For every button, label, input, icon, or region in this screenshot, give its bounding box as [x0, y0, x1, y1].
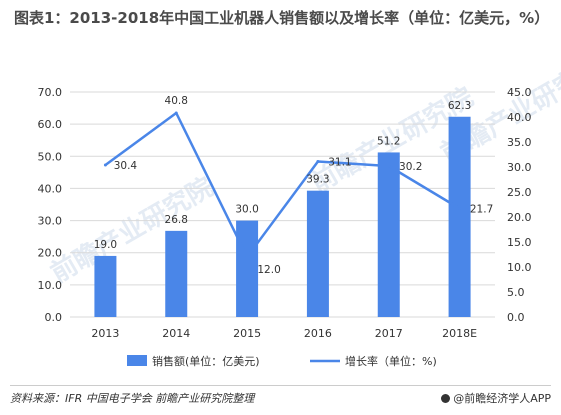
x-tick-label: 2017: [375, 327, 403, 340]
chart: 0.0 10.0 20.0 30.0 40.0 50.0 60.0 70.0 0.0 5.0 10.…: [38, 86, 532, 368]
bar-value-label: 62.3: [448, 100, 471, 112]
bar-value-label: 39.3: [306, 174, 329, 186]
x-tick-label: 2014: [162, 327, 190, 340]
y-right-tick-label: 35.0: [507, 136, 532, 149]
y-right-tick-label: 25.0: [507, 186, 532, 199]
footer-divider: [10, 385, 551, 386]
growth-point: [174, 111, 178, 115]
x-tick-label: 2016: [304, 327, 332, 340]
line-value-label: 30.2: [399, 161, 422, 173]
y-left-tick-label: 40.0: [38, 182, 63, 195]
line-value-label: 30.4: [114, 160, 138, 172]
bar: [306, 190, 329, 317]
y-left-tick-label: 70.0: [38, 86, 63, 99]
y-right-tick-label: 20.0: [507, 211, 532, 224]
bar: [377, 152, 400, 317]
bar-value-label: 19.0: [94, 239, 117, 251]
y-right-tick-label: 10.0: [507, 261, 532, 274]
line-value-label: 21.7: [470, 204, 493, 216]
y-left-tick-label: 30.0: [38, 215, 63, 228]
growth-line: [104, 111, 461, 259]
x-tick-label: 2018E: [442, 327, 477, 340]
y-right-tick-label: 15.0: [507, 236, 532, 249]
y-left-tick-label: 50.0: [38, 150, 63, 163]
bar-value-label: 26.8: [165, 214, 188, 226]
growth-point: [316, 160, 320, 163]
bar: [448, 116, 471, 317]
bar: [236, 220, 259, 317]
legend-bar-label: 销售额(单位：亿美元): [152, 354, 260, 368]
y-right-tick-label: 40.0: [507, 111, 532, 124]
legend-bar-swatch: [127, 355, 147, 366]
growth-point: [458, 207, 462, 210]
bar: [94, 255, 117, 317]
y-left-tick-label: 60.0: [38, 118, 63, 131]
y-left-tick-label: 0.0: [45, 311, 63, 324]
y-right-tick-label: 45.0: [507, 86, 532, 99]
growth-point: [387, 164, 391, 168]
y-left-tick-label: 20.0: [38, 247, 63, 260]
chart-title: 图表1：2013-2018年中国工业机器人销售额以及增长率（单位：亿美元，%）: [14, 9, 550, 27]
brand: @前瞻经济学人APP: [441, 390, 551, 406]
legend-line-label: 增长率（单位：%): [345, 354, 437, 368]
y-right-tick-label: 0.0: [507, 311, 525, 324]
line-value-label: 31.1: [328, 157, 351, 169]
line-value-label: 12.0: [257, 264, 280, 276]
brand-logo-icon: [441, 393, 451, 403]
growth-point: [245, 255, 249, 259]
bar-value-label: 30.0: [235, 204, 258, 216]
growth-point: [103, 163, 107, 167]
y-right-tick-label: 30.0: [507, 161, 532, 174]
source-note: 资料来源：IFR 中国电子学会 前瞻产业研究院整理: [10, 392, 255, 405]
line-value-label: 40.8: [165, 95, 188, 107]
y-left-tick-label: 10.0: [38, 279, 63, 292]
bar: [165, 230, 188, 317]
brand-label: @前瞻经济学人APP: [453, 392, 551, 405]
y-right-tick-label: 5.0: [507, 286, 525, 299]
bar-value-label: 51.2: [377, 135, 400, 147]
x-tick-label: 2013: [91, 327, 119, 340]
x-tick-label: 2015: [233, 327, 261, 340]
